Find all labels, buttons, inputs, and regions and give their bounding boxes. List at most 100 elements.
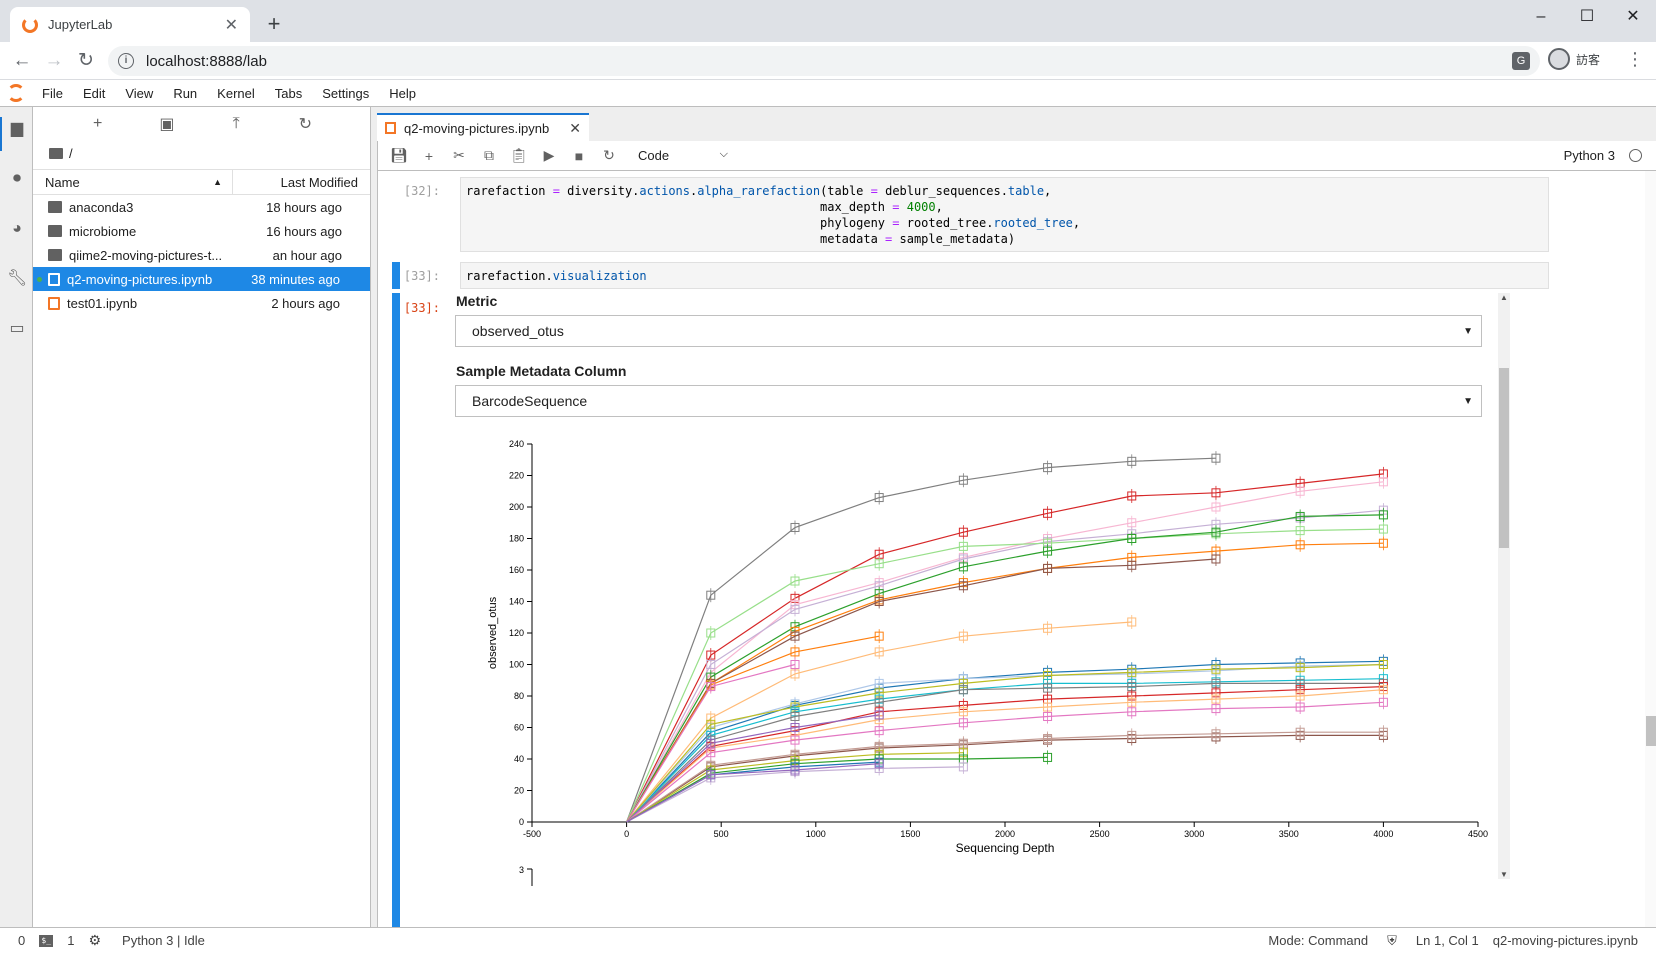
menu-run[interactable]: Run (173, 85, 198, 101)
jupyter-menubar: File Edit View Run Kernel Tabs Settings … (0, 80, 1656, 107)
breadcrumb-root[interactable]: / (69, 145, 73, 161)
name-column-header[interactable]: Name ▲ (33, 170, 233, 194)
kernel-status[interactable]: Python 3 | Idle (122, 933, 205, 948)
column-dropdown-value: BarcodeSequence (472, 393, 588, 409)
x-tick-label: 3500 (1279, 829, 1299, 839)
back-arrow-icon[interactable]: ← (12, 50, 32, 71)
sample-metadata-column-dropdown[interactable]: BarcodeSequence ▼ (455, 385, 1482, 417)
x-tick-label: 2000 (995, 829, 1015, 839)
cell-32-prompt: [32]: (403, 184, 440, 198)
file-modified: 16 hours ago (266, 223, 342, 239)
cut-icon[interactable]: ✂ (453, 147, 465, 163)
browser-tab-jupyterlab[interactable]: JupyterLab ✕ (10, 7, 250, 42)
menu-kernel[interactable]: Kernel (217, 85, 255, 101)
browser-menu-icon[interactable]: ⋮ (1626, 49, 1644, 69)
metric-label: Metric (456, 293, 498, 309)
folder-icon[interactable]: ▆ (10, 120, 24, 137)
file-row[interactable]: microbiome 16 hours ago (33, 219, 370, 243)
paste-icon[interactable]: 📋︎ (510, 147, 528, 163)
dropdown-arrow-icon: ▼ (1463, 325, 1473, 337)
site-info-icon[interactable]: i (118, 53, 134, 69)
scroll-down-icon[interactable]: ▼ (1500, 870, 1508, 879)
refresh-icon[interactable]: ↻ (298, 116, 313, 133)
home-folder-icon[interactable] (49, 147, 63, 159)
x-axis-label: Sequencing Depth (956, 841, 1055, 855)
file-list: anaconda3 18 hours ago microbiome 16 hours … (33, 195, 370, 315)
y-tick-label: 160 (509, 565, 524, 575)
save-icon[interactable]: 💾︎ (390, 147, 408, 163)
cursor-position[interactable]: Ln 1, Col 1 (1415, 933, 1479, 948)
reload-icon[interactable]: ↻ (78, 50, 94, 71)
kernel-name[interactable]: Python 3 (1563, 148, 1615, 163)
new-tab-button[interactable]: + (267, 11, 281, 36)
forward-arrow-icon[interactable]: → (44, 50, 64, 71)
run-icon[interactable]: ▶ (543, 147, 555, 163)
cell-type-select[interactable]: Code ⌵ (638, 148, 728, 163)
metric-dropdown[interactable]: observed_otus ▼ (455, 315, 1482, 347)
terminal-count[interactable]: 0 (18, 933, 26, 948)
address-bar[interactable]: i localhost:8888/lab G (108, 46, 1540, 76)
y-tick-label: 240 (509, 439, 524, 449)
active-cell-input-bar[interactable] (392, 262, 400, 289)
folder-icon (48, 249, 62, 261)
copy-icon[interactable]: ⧉ (484, 147, 494, 163)
notebook-icon (48, 296, 60, 310)
scroll-up-icon[interactable]: ▲ (1500, 293, 1508, 302)
new-launcher-icon[interactable]: + (92, 115, 103, 132)
mode-indicator: Mode: Command (1268, 933, 1369, 948)
modified-column-header[interactable]: Last Modified (280, 174, 358, 190)
menu-tabs[interactable]: Tabs (274, 85, 303, 101)
tabs-icon[interactable]: ▭ (9, 320, 25, 337)
menu-file[interactable]: File (42, 85, 63, 101)
menu-view[interactable]: View (125, 85, 154, 101)
minimize-button[interactable]: – (1536, 8, 1546, 25)
menu-edit[interactable]: Edit (82, 85, 106, 101)
cell-33-prompt: [33]: (403, 269, 440, 283)
metric-dropdown-value: observed_otus (472, 323, 564, 339)
folder-icon (48, 225, 62, 237)
kernel-gear-icon[interactable]: ⚙ (88, 932, 102, 948)
maximize-button[interactable]: ☐ (1579, 8, 1595, 25)
cell-33-input[interactable]: rarefaction.visualization (460, 262, 1549, 289)
running-sessions-icon[interactable]: ⏺ (12, 170, 21, 187)
file-name: microbiome (69, 223, 137, 239)
y-tick-label: 100 (509, 660, 524, 670)
y-tick-label: 120 (509, 628, 524, 638)
notebook-scrollbar[interactable] (1645, 171, 1656, 927)
kernel-count[interactable]: 1 (67, 933, 75, 948)
restart-icon[interactable]: ↻ (603, 147, 615, 163)
series-line (626, 763, 880, 823)
file-browser-toolbar: + ▣ ⤒ ↻ (33, 107, 370, 141)
profile-label: 訪客 (1576, 52, 1601, 67)
active-indicator (0, 117, 2, 151)
new-folder-icon[interactable]: ▣ (159, 116, 175, 133)
cell-32-input[interactable]: rarefaction = diversity.actions.alpha_ra… (460, 177, 1549, 252)
close-window-button[interactable]: ✕ (1626, 8, 1640, 25)
insert-cell-icon[interactable]: + (424, 147, 434, 164)
notebook-tab[interactable]: q2-moving-pictures.ipynb ✕ (377, 113, 589, 141)
output-scrollbar[interactable]: ▲ ▼ (1498, 293, 1510, 879)
menu-help[interactable]: Help (389, 85, 416, 101)
wrench-icon[interactable]: 🔧︎ (7, 270, 28, 287)
file-row[interactable]: q2-moving-pictures.ipynb 38 minutes ago (33, 267, 370, 291)
active-cell-output-bar[interactable] (392, 293, 400, 927)
file-row[interactable]: anaconda3 18 hours ago (33, 195, 370, 219)
terminal-icon[interactable]: $_ (39, 934, 54, 947)
file-row[interactable]: test01.ipynb 2 hours ago (33, 291, 370, 315)
translate-icon[interactable]: G (1512, 52, 1530, 70)
menu-settings[interactable]: Settings (322, 85, 370, 101)
file-row[interactable]: qiime2-moving-pictures-t... an hour ago (33, 243, 370, 267)
palette-icon[interactable]: ◕ (12, 220, 22, 237)
stop-icon[interactable]: ■ (574, 147, 584, 164)
series-line (626, 663, 1384, 823)
series-line (626, 635, 880, 823)
close-notebook-tab-icon[interactable]: ✕ (569, 119, 581, 136)
notebook-scrollbar-thumb[interactable] (1646, 716, 1656, 746)
close-tab-icon[interactable]: ✕ (224, 16, 238, 34)
upload-icon[interactable]: ⤒ (232, 115, 240, 132)
profile-button[interactable]: 訪客 (1548, 48, 1600, 70)
trusted-icon[interactable]: ⛨ (1387, 932, 1397, 948)
output-scrollbar-thumb[interactable] (1499, 368, 1509, 548)
series-line (626, 682, 1384, 823)
y-tick-label: 180 (509, 534, 524, 544)
